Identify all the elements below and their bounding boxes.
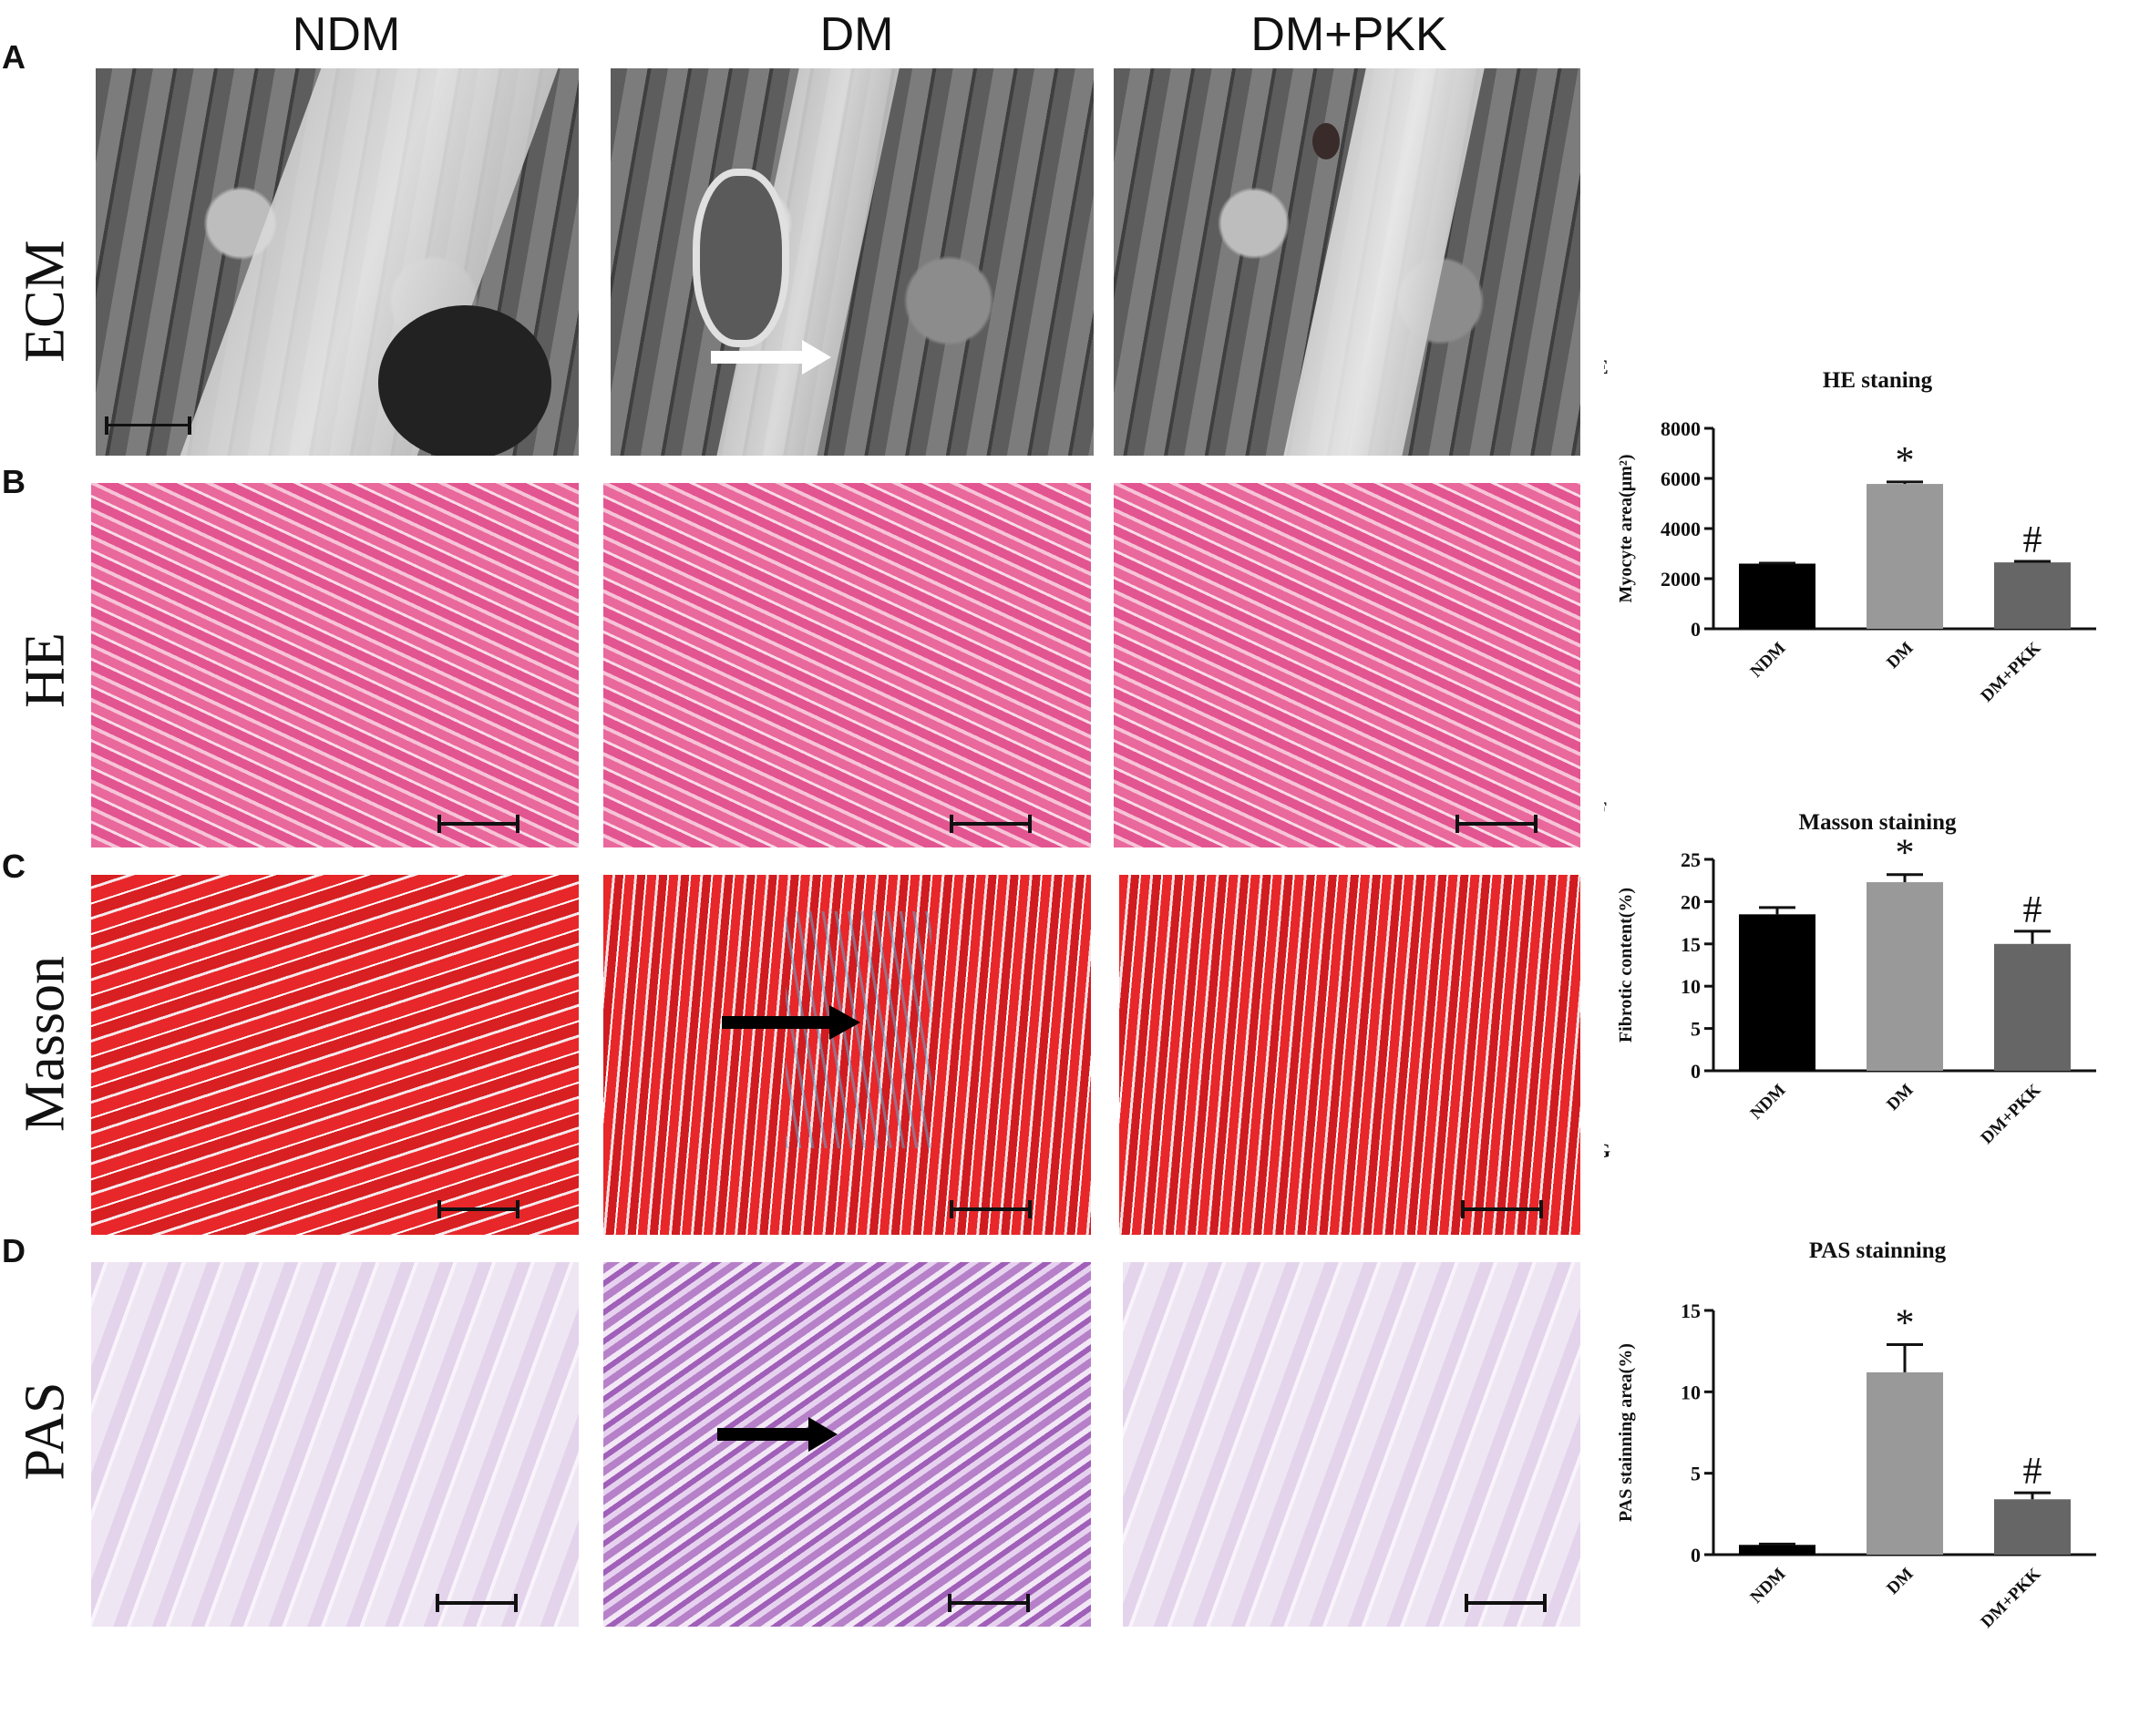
row-label-masson: Masson (14, 956, 77, 1132)
chart-e-category-label: DM+PKK (1978, 639, 2045, 706)
chart-g-bar-dm-pkk (1994, 1499, 2071, 1555)
chart-f-bar-dm-pkk (1994, 943, 2071, 1071)
chart-f-ytick-label: 20 (1681, 890, 1701, 913)
chart-g-ylabel: PAS stainning area(%) (1616, 1343, 1636, 1522)
masson-dm-pkk-scale-bar (1461, 1200, 1543, 1218)
he-dm-pkk-image (1114, 483, 1580, 847)
chart-g-ytick-label: 10 (1681, 1381, 1701, 1403)
chart-f-significance-mark: # (2023, 889, 2042, 931)
chart-g-significance-mark: # (2023, 1451, 2042, 1493)
masson-dm-image (603, 875, 1091, 1235)
column-header-dm: DM (819, 8, 894, 61)
chart-g-category-label: NDM (1747, 1565, 1790, 1608)
row-label-he: HE (14, 632, 77, 708)
masson-dm-arrow (722, 1005, 860, 1040)
chart-e-title: HE staning (1823, 368, 1933, 393)
pas-dm-scale-bar (948, 1594, 1030, 1612)
chart-g-ytick-label: 5 (1691, 1463, 1701, 1485)
chart-f-ylabel: Fibrotic content(%) (1616, 888, 1636, 1043)
chart-e-ytick-label: 0 (1691, 618, 1701, 641)
chart-f-ytick-label: 25 (1681, 848, 1701, 871)
masson-dm-scale-bar (950, 1200, 1032, 1218)
ecm-dm-arrow (711, 340, 831, 375)
chart-e-bar-ndm (1739, 563, 1815, 629)
chart-e-bar-dm-pkk (1994, 562, 2071, 629)
row-label-pas: PAS (14, 1382, 77, 1481)
masson-dm-pkk-image (1119, 875, 1580, 1235)
he-ndm-image (91, 483, 579, 847)
ecm-dm-pkk-image (1114, 68, 1580, 456)
chart-e-ytick-label: 4000 (1661, 518, 1701, 540)
masson-ndm-scale-bar (437, 1200, 519, 1218)
chart-g-category-label: DM+PKK (1978, 1565, 2045, 1632)
column-header-dm-pkk: DM+PKK (1250, 8, 1447, 61)
chart-g-ytick-label: 0 (1691, 1544, 1701, 1567)
chart-g-bar-dm (1867, 1371, 1943, 1555)
chart-f-ytick-label: 15 (1681, 933, 1701, 956)
chart-e-significance-mark: # (2023, 519, 2042, 561)
chart-f-category-label: DM (1883, 1081, 1917, 1115)
masson-ndm-image (91, 875, 579, 1235)
panel-letter-d: D (2, 1232, 26, 1269)
chart-f-category-label: NDM (1747, 1081, 1790, 1124)
chart-e-significance-mark: * (1896, 440, 1915, 482)
panel-letter-c: C (2, 847, 26, 885)
he-dm-scale-bar (950, 815, 1032, 833)
pas-ndm-scale-bar (436, 1594, 518, 1612)
chart-g-title: PAS stainning (1809, 1238, 1947, 1263)
chart-f-significance-mark: * (1896, 833, 1915, 875)
chart-e-category-label: DM (1883, 639, 1917, 673)
he-ndm-scale-bar (437, 815, 519, 833)
chart-f-panel-letter: F (1604, 797, 1607, 820)
chart-g-panel-letter: G (1604, 1139, 1610, 1162)
he-dm-pkk-scale-bar (1455, 815, 1538, 833)
chart-f-ytick-label: 0 (1691, 1060, 1701, 1083)
chart-e-ytick-label: 6000 (1661, 467, 1701, 490)
panel-letter-a: A (2, 38, 26, 76)
chart-f-bar-dm (1867, 882, 1943, 1071)
chart-g-bar-ndm (1739, 1545, 1815, 1555)
ecm-dm-image (611, 68, 1094, 456)
ecm-ndm-image (96, 68, 579, 456)
chart-f-title: Masson staining (1799, 810, 1957, 835)
chart-f-ytick-label: 5 (1691, 1018, 1701, 1041)
chart-f-category-label: DM+PKK (1978, 1081, 2045, 1148)
row-label-ecm: ECM (14, 240, 77, 363)
chart-e-category-label: NDM (1747, 639, 1790, 682)
chart-f-ytick-label: 10 (1681, 975, 1701, 998)
chart-e-ytick-label: 2000 (1661, 568, 1701, 591)
panel-letter-b: B (2, 463, 26, 500)
pas-dm-image (603, 1262, 1091, 1627)
chart-e-panel-letter: E (1604, 355, 1609, 378)
pas-ndm-image (91, 1262, 579, 1627)
chart-g-significance-mark: * (1896, 1303, 1915, 1345)
column-header-ndm: NDM (292, 8, 401, 61)
chart-e-bar-dm (1867, 484, 1943, 629)
chart-g-ytick-label: 15 (1681, 1299, 1701, 1322)
chart-f-bar-ndm (1739, 914, 1815, 1071)
ecm-scale-bar (105, 416, 191, 435)
chart-e-ytick-label: 8000 (1661, 417, 1701, 440)
chart-e-ylabel: Myocyte area(μm²) (1616, 455, 1636, 603)
pas-dm-pkk-image (1123, 1262, 1580, 1627)
he-dm-image (603, 483, 1091, 847)
pas-dm-arrow (717, 1417, 838, 1452)
pas-dm-pkk-scale-bar (1465, 1594, 1547, 1612)
chart-g-category-label: DM (1883, 1565, 1917, 1598)
